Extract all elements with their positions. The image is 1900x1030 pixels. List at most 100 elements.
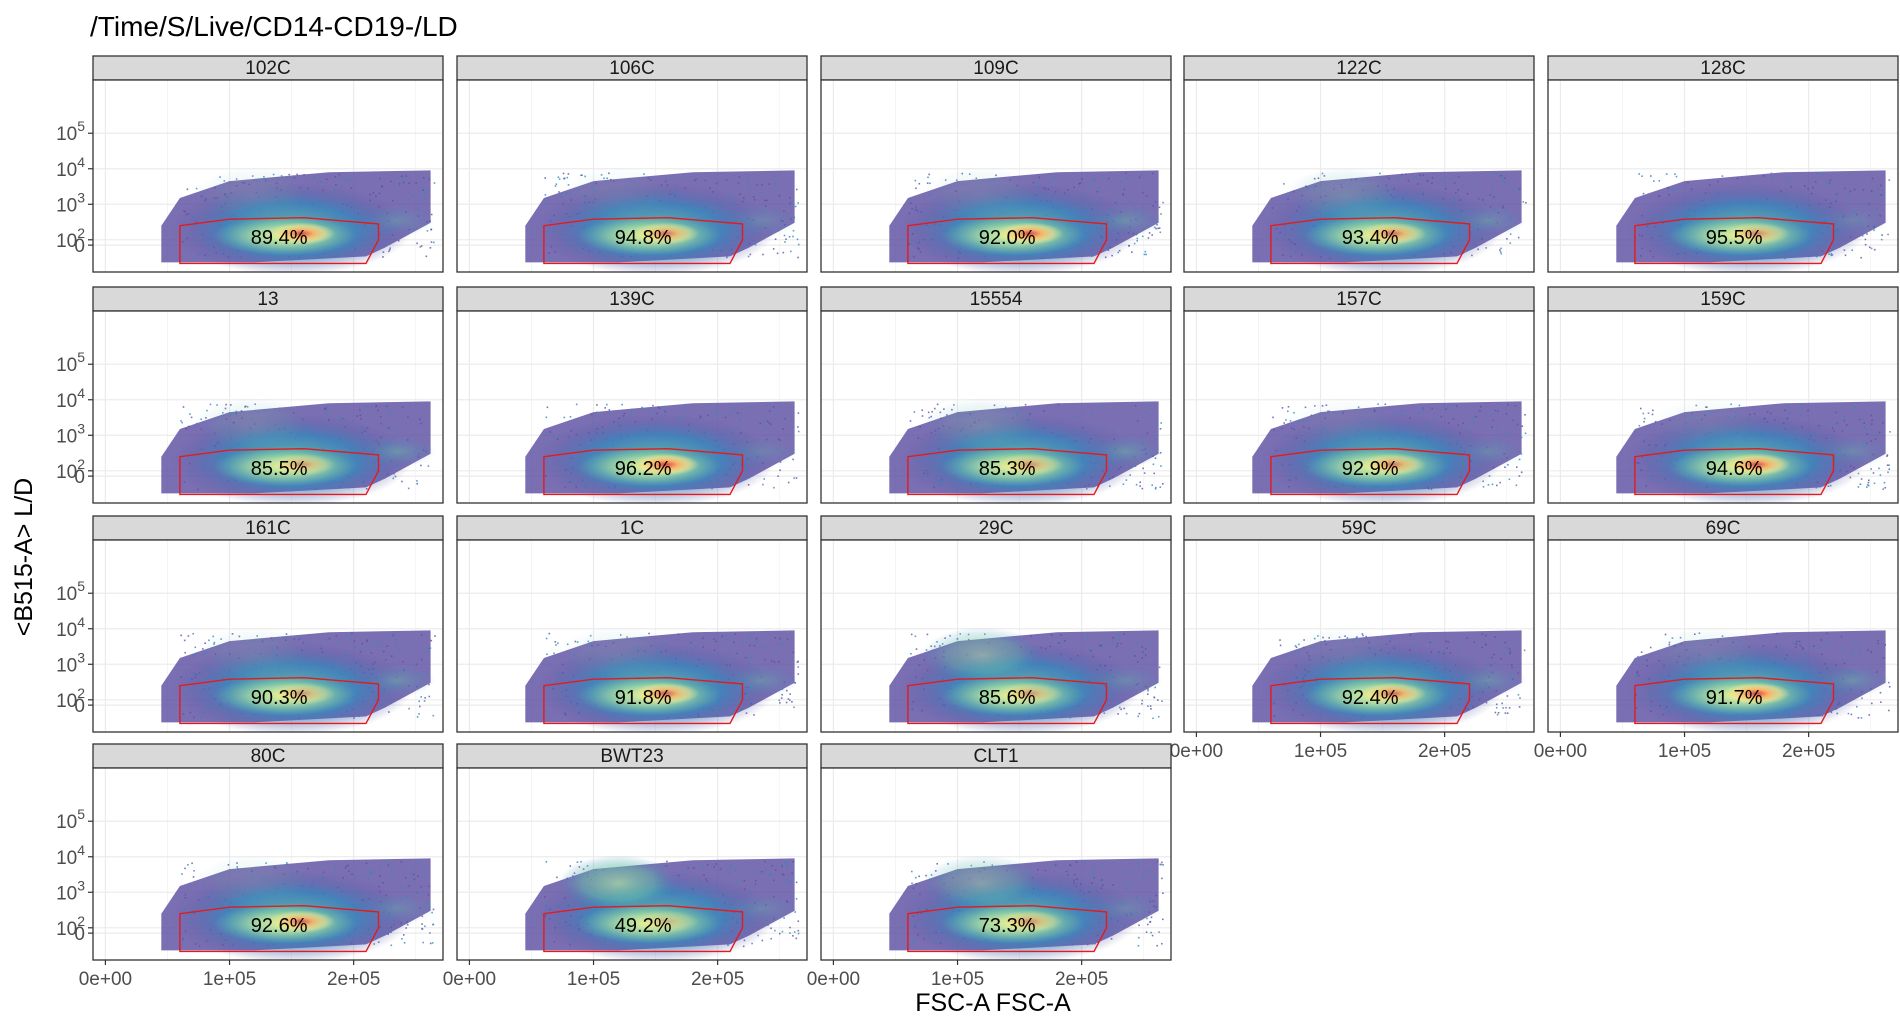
event-dot bbox=[1820, 639, 1822, 641]
facet-strip bbox=[820, 515, 1172, 541]
event-dot bbox=[1672, 190, 1675, 193]
facet-label: CLT1 bbox=[973, 746, 1018, 767]
event-dot bbox=[1859, 645, 1862, 648]
event-dot bbox=[544, 710, 546, 712]
event-dot bbox=[549, 431, 551, 433]
event-dot bbox=[1882, 488, 1884, 490]
event-dot bbox=[348, 870, 350, 873]
event-dot bbox=[1872, 472, 1875, 474]
density-peak bbox=[267, 222, 336, 245]
event-dot bbox=[378, 177, 381, 180]
event-dot bbox=[335, 184, 337, 186]
event-dot bbox=[1142, 191, 1144, 194]
event-dot bbox=[1861, 180, 1863, 182]
event-dot bbox=[421, 923, 423, 925]
event-dot bbox=[1843, 415, 1846, 418]
event-dot bbox=[1880, 701, 1882, 703]
event-dot bbox=[351, 632, 353, 635]
density-upper bbox=[1285, 398, 1406, 455]
event-dot bbox=[1851, 654, 1854, 656]
event-dot bbox=[416, 716, 419, 718]
event-dot bbox=[367, 878, 370, 881]
gate-polygon bbox=[543, 216, 744, 265]
event-dot bbox=[1766, 411, 1769, 413]
event-dot bbox=[334, 176, 337, 178]
y-tick-label: 102 bbox=[56, 685, 85, 712]
event-dot bbox=[1509, 651, 1512, 653]
event-dot bbox=[405, 649, 407, 651]
event-dot bbox=[785, 863, 788, 866]
panel-border bbox=[1547, 539, 1899, 733]
density-side bbox=[723, 204, 800, 237]
facet-panels: 102C89.4%1051041031020106C94.8%109C92.0%… bbox=[56, 55, 1899, 990]
event-dot bbox=[426, 190, 429, 193]
event-dot bbox=[736, 881, 739, 884]
event-dot bbox=[777, 475, 779, 477]
density-peak bbox=[1722, 682, 1791, 705]
event-dot bbox=[695, 178, 697, 181]
event-dot bbox=[1643, 420, 1645, 423]
event-dot bbox=[797, 412, 800, 414]
event-dot bbox=[1158, 206, 1161, 209]
event-dot bbox=[1094, 179, 1097, 181]
event-dot bbox=[548, 256, 551, 258]
event-dot bbox=[197, 488, 199, 491]
gate-polygon bbox=[1634, 216, 1835, 265]
event-dot bbox=[380, 422, 382, 425]
density-upper bbox=[922, 167, 1043, 224]
event-dot bbox=[1835, 422, 1838, 425]
y-tick-label: 0 bbox=[74, 236, 85, 257]
gate-percent-label: 95.5% bbox=[1706, 227, 1763, 249]
event-dot bbox=[414, 665, 417, 667]
event-dot bbox=[1520, 471, 1523, 474]
event-dot bbox=[756, 184, 758, 186]
event-dot bbox=[1159, 231, 1162, 234]
event-dot bbox=[1850, 713, 1853, 716]
event-dot bbox=[404, 877, 407, 879]
event-dot bbox=[773, 486, 775, 489]
event-dot bbox=[1862, 189, 1865, 191]
facet-label: 159C bbox=[1700, 289, 1745, 310]
event-dot bbox=[400, 861, 403, 863]
event-dot bbox=[1125, 172, 1127, 174]
event-dot bbox=[1439, 409, 1442, 412]
event-dot bbox=[770, 660, 773, 662]
density-peak bbox=[631, 222, 700, 245]
event-dot bbox=[1489, 194, 1492, 196]
facet-label: 29C bbox=[979, 518, 1014, 539]
event-dot bbox=[1419, 174, 1421, 176]
event-dot bbox=[908, 707, 910, 709]
gate-polygon bbox=[1270, 216, 1471, 265]
event-dot bbox=[1672, 188, 1674, 190]
event-dot bbox=[193, 257, 195, 259]
event-dot bbox=[426, 647, 429, 650]
event-dot bbox=[1857, 486, 1860, 488]
event-dot bbox=[373, 640, 376, 643]
event-dot bbox=[773, 661, 776, 663]
event-dot bbox=[434, 635, 436, 637]
event-dot bbox=[761, 939, 764, 942]
event-dot bbox=[567, 173, 570, 175]
event-dot bbox=[381, 186, 384, 188]
event-dot bbox=[779, 932, 781, 935]
event-dot bbox=[415, 663, 418, 666]
y-tick-label: 104 bbox=[56, 385, 85, 412]
gate-polygon bbox=[1270, 447, 1471, 496]
density-side bbox=[359, 204, 436, 237]
event-dot bbox=[1123, 633, 1125, 635]
event-dot bbox=[544, 194, 547, 196]
event-dot bbox=[724, 635, 726, 637]
event-dot bbox=[1147, 693, 1149, 695]
event-dot bbox=[1795, 646, 1797, 648]
event-dot bbox=[429, 247, 432, 249]
facet-strip bbox=[1183, 286, 1535, 312]
event-dot bbox=[548, 890, 551, 892]
event-dot bbox=[1642, 192, 1645, 195]
event-dot bbox=[1877, 195, 1879, 197]
event-dot bbox=[1037, 868, 1039, 871]
facet-label: 106C bbox=[609, 58, 654, 79]
event-dot bbox=[1024, 403, 1027, 406]
event-dot bbox=[1111, 641, 1114, 643]
